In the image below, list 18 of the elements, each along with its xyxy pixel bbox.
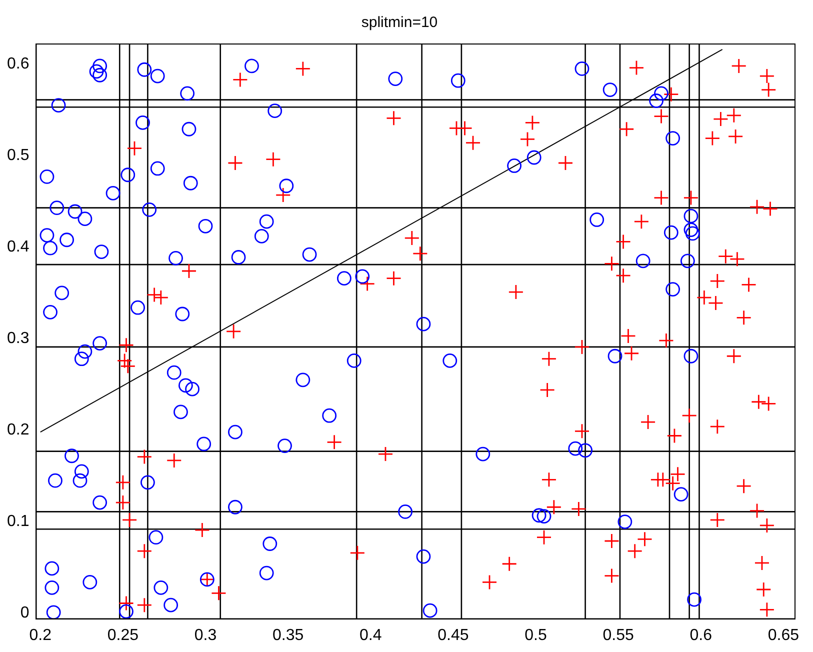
x-tick-label: 0.65 bbox=[768, 626, 800, 644]
y-tick-label: 0.2 bbox=[6, 422, 30, 439]
y-tick-label: 0 bbox=[20, 604, 30, 622]
x-tick-label: 0.5 bbox=[524, 626, 547, 644]
x-tick-label: 0.45 bbox=[438, 626, 469, 644]
y-tick-label: 0.4 bbox=[6, 238, 30, 256]
x-tick-label: 0.35 bbox=[272, 626, 304, 644]
x-tick-label: 0.2 bbox=[29, 626, 52, 644]
y-tick-label: 0.5 bbox=[6, 147, 30, 164]
x-tick-label: 0.55 bbox=[602, 626, 634, 644]
chart-title: splitmin=10 bbox=[361, 14, 438, 32]
x-tick-label: 0.3 bbox=[194, 626, 217, 644]
x-tick-label: 0.25 bbox=[107, 626, 139, 644]
y-tick-label: 0.1 bbox=[6, 513, 30, 530]
y-tick-label: 0.3 bbox=[6, 330, 30, 348]
y-tick-label: 0.6 bbox=[6, 56, 30, 73]
x-tick-label: 0.6 bbox=[690, 626, 712, 644]
x-tick-label: 0.4 bbox=[360, 626, 382, 644]
